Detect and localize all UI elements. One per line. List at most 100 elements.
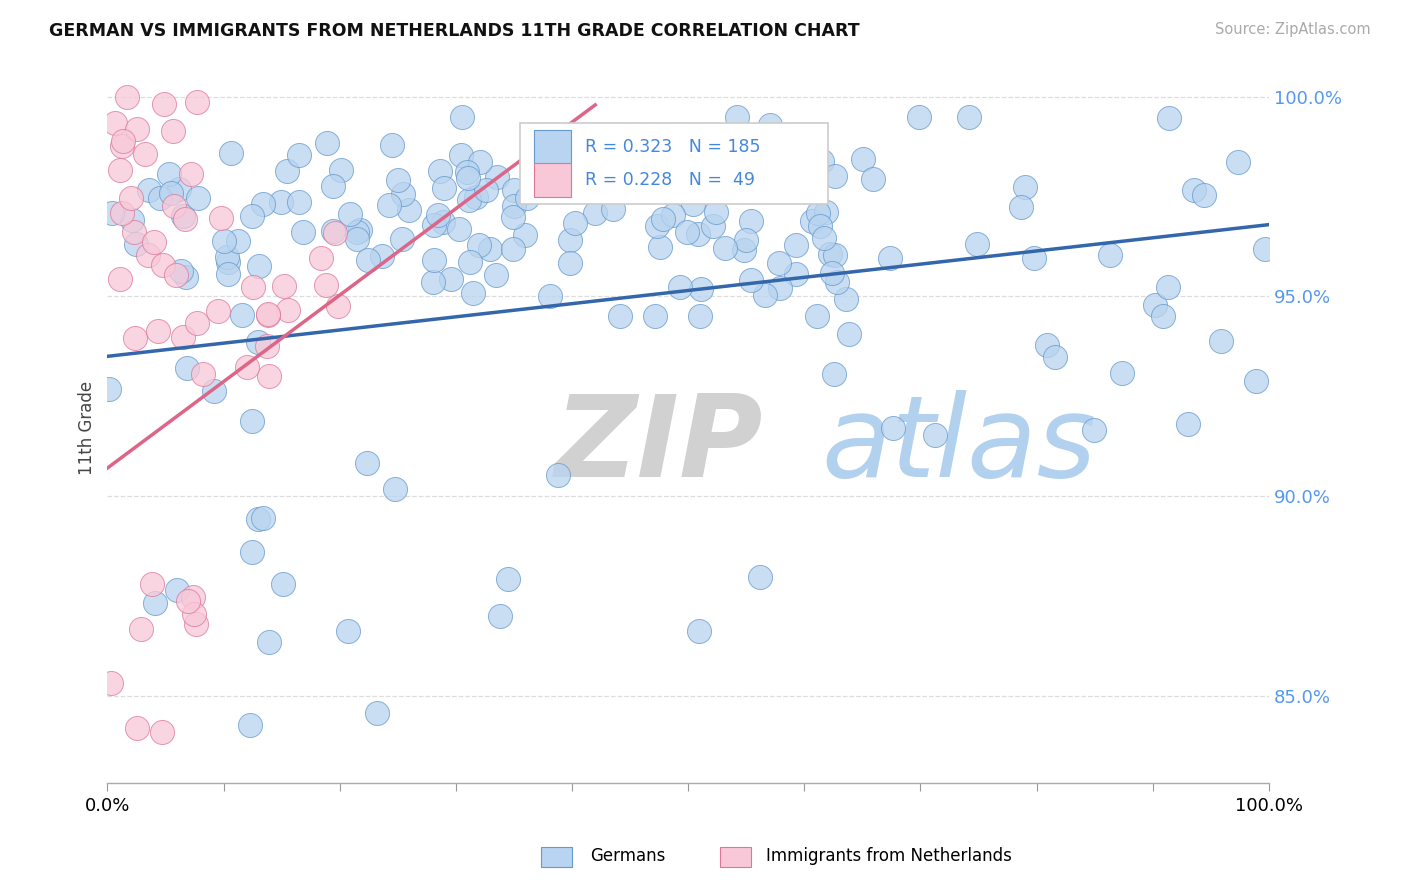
Point [1194,188,1216,202]
Point [322,224,344,238]
Point [125,122,148,136]
Point [714,241,737,255]
Point [1211,334,1233,348]
Point [457,171,479,186]
Point [315,277,337,292]
Bar [534,130,571,164]
Point [676,225,699,239]
Point [247,512,270,526]
Point [252,196,274,211]
FancyBboxPatch shape [520,123,828,204]
Point [703,149,725,163]
Point [349,223,371,237]
Point [706,205,728,219]
Point [602,202,624,216]
Point [768,256,790,270]
Point [648,240,671,254]
Text: Immigrants from Netherlands: Immigrants from Netherlands [766,847,1012,865]
Point [381,138,404,153]
Point [187,191,209,205]
Point [1182,183,1205,197]
Point [149,191,172,205]
Point [458,193,481,207]
Text: Source: ZipAtlas.com: Source: ZipAtlas.com [1215,22,1371,37]
Point [172,210,194,224]
Point [690,282,713,296]
Point [475,183,498,197]
Point [662,133,685,147]
Point [616,139,638,153]
Point [186,95,208,109]
Point [668,279,690,293]
Point [489,609,512,624]
Point [100,675,122,690]
Point [242,279,264,293]
Point [231,308,253,322]
Point [513,227,536,242]
Point [226,234,249,248]
Point [346,225,368,239]
Point [215,250,238,264]
Point [538,289,561,303]
Point [366,706,388,721]
Point [166,582,188,597]
Point [422,275,444,289]
Point [1035,337,1057,351]
Point [141,576,163,591]
Point [142,235,165,250]
Point [862,172,884,186]
Point [547,467,569,482]
Point [257,309,280,323]
Point [176,594,198,608]
Point [808,219,831,233]
Point [392,187,415,202]
Point [558,255,581,269]
Point [806,309,828,323]
Point [150,724,173,739]
Point [112,134,135,148]
Point [619,143,641,157]
Point [1014,179,1036,194]
Point [273,279,295,293]
Point [769,281,792,295]
Point [163,198,186,212]
Point [644,310,666,324]
Point [485,268,508,282]
Point [628,167,651,181]
Point [450,148,472,162]
Point [176,361,198,376]
Point [1083,423,1105,437]
Point [257,635,280,649]
Point [143,596,166,610]
Point [754,288,776,302]
Point [652,212,675,227]
Point [966,236,988,251]
Point [564,216,586,230]
Point [1157,280,1180,294]
Point [124,331,146,345]
Point [785,237,807,252]
Point [236,359,259,374]
Point [1099,248,1122,262]
Bar [534,163,571,197]
Point [288,194,311,209]
Point [173,212,195,227]
Point [111,138,134,153]
Point [270,194,292,209]
Point [558,233,581,247]
Point [249,259,271,273]
Point [613,132,636,146]
Point [503,199,526,213]
Point [330,162,353,177]
Point [277,302,299,317]
Point [240,209,263,223]
Point [456,165,478,179]
Point [583,205,606,219]
Point [217,267,239,281]
Point [427,208,450,222]
Point [316,136,339,150]
Point [170,264,193,278]
Point [371,249,394,263]
Text: GERMAN VS IMMIGRANTS FROM NETHERLANDS 11TH GRADE CORRELATION CHART: GERMAN VS IMMIGRANTS FROM NETHERLANDS 11… [49,22,860,40]
Point [600,178,623,192]
